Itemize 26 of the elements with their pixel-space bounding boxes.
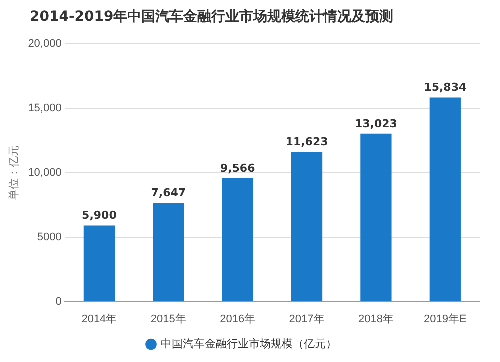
bar	[291, 152, 323, 302]
data-label: 7,647	[151, 186, 186, 200]
y-tick-label: 5000	[37, 231, 62, 244]
chart-title: 2014-2019年中国汽车金融行业市场规模统计情况及预测	[29, 8, 395, 27]
y-tick-label: 20,000	[28, 38, 62, 50]
x-tick-label: 2015年	[150, 313, 186, 326]
bar	[360, 134, 392, 302]
bar	[153, 203, 184, 302]
legend-label: 中国汽车金融行业市场规模（亿元）	[160, 337, 337, 350]
x-tick-label: 2018年	[358, 313, 394, 326]
y-tick-label: 15,000	[28, 102, 62, 114]
x-tick-label: 2017年	[289, 313, 325, 326]
y-tick-label: 0	[56, 296, 62, 308]
bar	[430, 98, 461, 302]
y-tick-label: 10,000	[28, 166, 62, 179]
data-label: 11,623	[286, 135, 328, 148]
data-label: 5,900	[82, 209, 118, 222]
x-tick-label: 2014年	[82, 313, 118, 326]
data-label: 9,566	[220, 162, 256, 175]
y-axis-title: 单位：亿元	[8, 145, 21, 200]
bar	[84, 226, 116, 302]
x-tick-label: 2016年	[220, 313, 256, 326]
data-label: 15,834	[424, 81, 467, 94]
x-tick-label: 2019年E	[424, 313, 467, 326]
data-label: 13,023	[354, 117, 398, 130]
bar	[222, 178, 254, 302]
